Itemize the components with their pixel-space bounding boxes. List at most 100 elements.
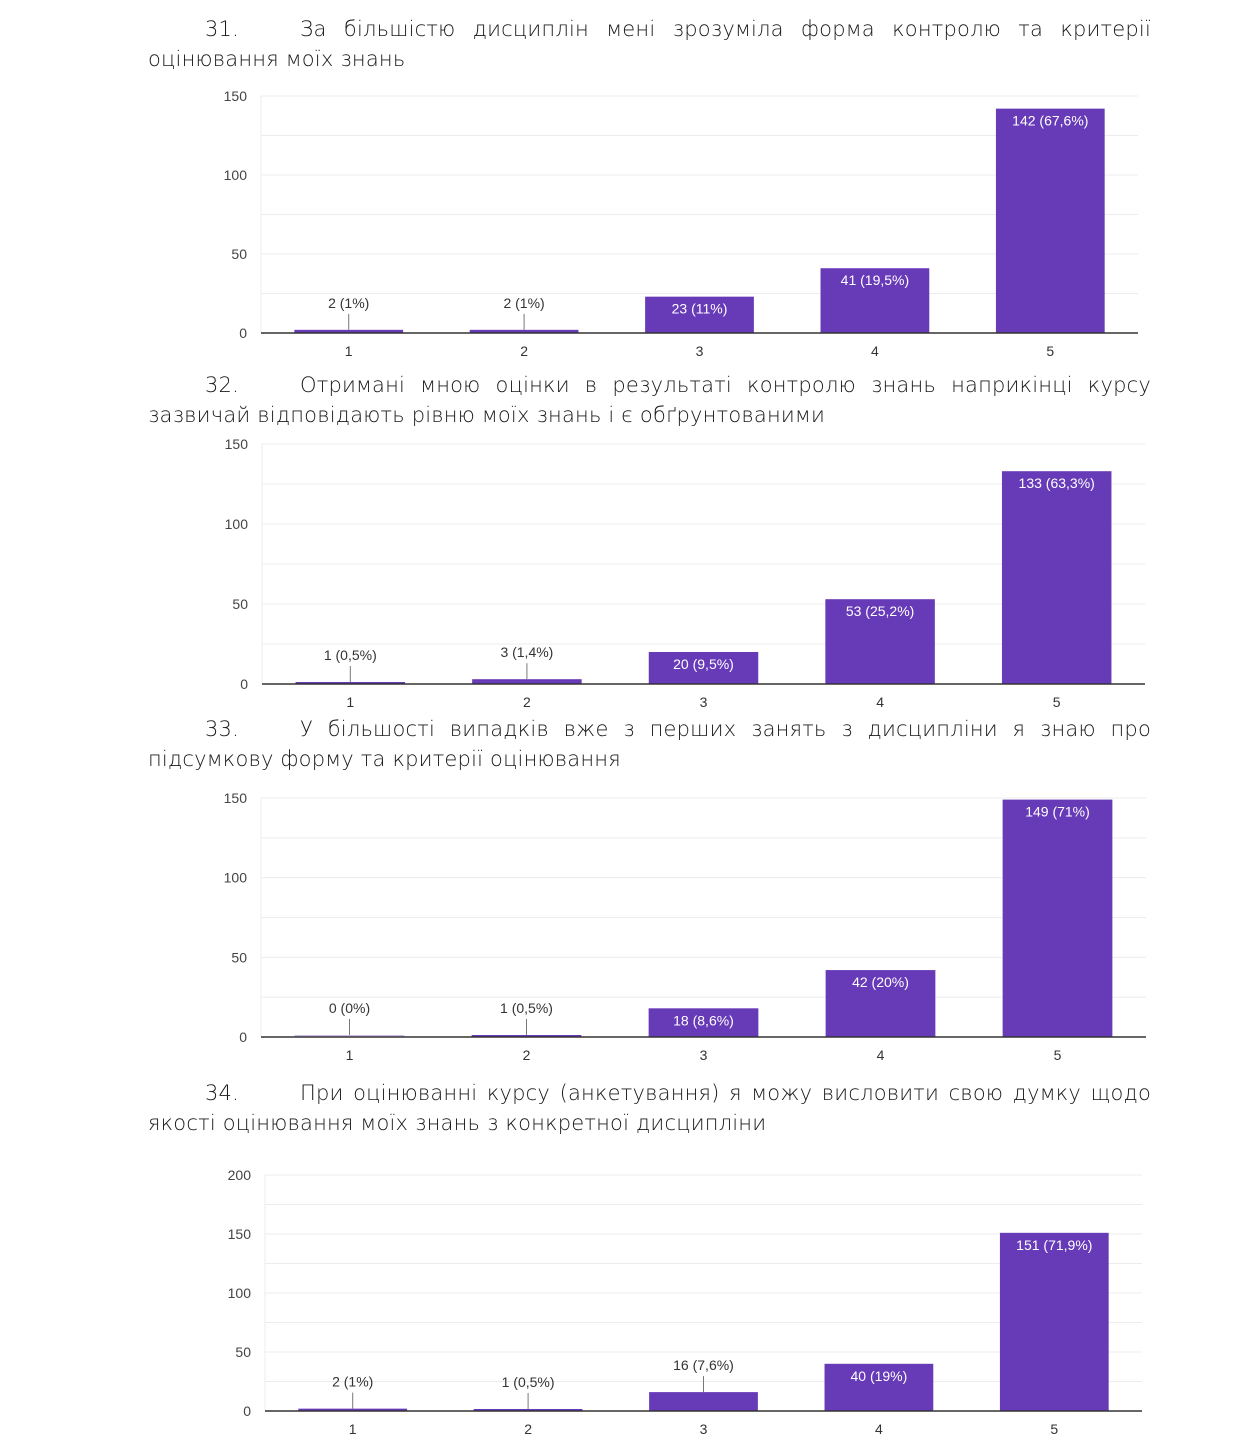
question-text-line-1: 32. Отримані мною оцінки в результаті кон… — [148, 370, 1151, 400]
question-33: 33. У більшості випадків вже з перших зан… — [148, 714, 1151, 774]
question-text-line-1: 31. За більшістю дисциплін мені зрозуміла… — [148, 14, 1151, 44]
x-tick-label: 3 — [700, 694, 708, 710]
y-tick-label: 100 — [224, 167, 248, 183]
data-label: 2 (1%) — [328, 295, 369, 311]
x-tick-label: 3 — [700, 1047, 708, 1063]
y-tick-label: 150 — [224, 790, 248, 806]
question-text-line-2: оцінювання моїх знань — [148, 47, 406, 71]
data-label: 53 (25,2%) — [846, 603, 914, 619]
data-label: 3 (1,4%) — [500, 644, 553, 660]
x-tick-label: 2 — [523, 1047, 531, 1063]
x-tick-label: 5 — [1050, 1421, 1058, 1437]
question-text: За більшістю дисциплін мені зрозуміла фо… — [300, 17, 1151, 41]
y-tick-label: 100 — [224, 870, 248, 886]
question-32: 32. Отримані мною оцінки в результаті кон… — [148, 370, 1151, 430]
bar-5 — [1002, 799, 1113, 1037]
bar-chart-31: 0 50 100 150 2 (1%) 1 2 (1%) 2 23 (11%) 3 41 (19,5… — [200, 84, 1160, 369]
data-label: 18 (8,6%) — [673, 1012, 734, 1028]
y-tick-label: 50 — [231, 246, 247, 262]
question-text: Отримані мною оцінки в результаті контро… — [300, 373, 1151, 397]
y-tick-label: 50 — [235, 1344, 251, 1360]
x-tick-label: 4 — [876, 694, 884, 710]
chart-svg: 0 50 100 150 0 (0%) 1 1 (0,5%) 2 18 (8,6%) 3 42 (2… — [224, 790, 1146, 1063]
x-tick-label: 4 — [871, 343, 879, 359]
x-tick-label: 2 — [520, 343, 528, 359]
data-label: 2 (1%) — [503, 295, 544, 311]
data-label: 16 (7,6%) — [673, 1357, 734, 1373]
y-tick-label: 100 — [225, 516, 249, 532]
x-tick-label: 4 — [875, 1421, 883, 1437]
data-label: 2 (1%) — [332, 1374, 373, 1390]
question-text-line-2: зазвичай відповідають рівню моїх знань і… — [148, 403, 825, 427]
chart-svg: 0 50 100 150 1 (0,5%) 1 3 (1,4%) 2 20 (9,5%) 3 53 … — [225, 436, 1145, 710]
y-tick-label: 0 — [239, 325, 247, 341]
bar-3 — [648, 1008, 759, 1037]
y-tick-label: 0 — [240, 676, 248, 692]
bar-5 — [999, 1232, 1109, 1411]
bar-3 — [645, 296, 754, 333]
bar-4 — [820, 268, 930, 333]
x-tick-label: 3 — [696, 343, 704, 359]
bar-1 — [298, 1408, 408, 1411]
question-number: 32. — [205, 373, 239, 397]
bar-chart-34: 0 50 100 150 200 2 (1%) 1 1 (0,5%) 2 16 (7,6%) 3 40… — [200, 1160, 1160, 1453]
y-tick-label: 200 — [228, 1167, 252, 1183]
data-label: 133 (63,3%) — [1019, 475, 1095, 491]
data-label: 42 (20%) — [852, 974, 909, 990]
x-tick-label: 1 — [345, 343, 353, 359]
bar-3 — [649, 1392, 758, 1411]
bar-1 — [295, 682, 406, 684]
data-label: 20 (9,5%) — [673, 656, 734, 672]
x-tick-label: 5 — [1046, 343, 1054, 359]
bar-4 — [825, 599, 935, 684]
question-number: 33. — [205, 717, 239, 741]
bar-5 — [995, 108, 1105, 333]
data-label: 1 (0,5%) — [324, 647, 377, 663]
question-34: 34. При оцінюванні курсу (анкетування) я … — [148, 1078, 1151, 1138]
data-label: 151 (71,9%) — [1016, 1237, 1092, 1253]
data-label: 1 (0,5%) — [500, 1000, 553, 1016]
question-text-line-1: 34. При оцінюванні курсу (анкетування) я … — [148, 1078, 1151, 1108]
question-31: 31. За більшістю дисциплін мені зрозуміла… — [148, 14, 1151, 74]
question-number: 34. — [205, 1081, 239, 1105]
data-label: 41 (19,5%) — [841, 272, 909, 288]
y-tick-label: 100 — [228, 1285, 252, 1301]
bar-2 — [472, 679, 582, 684]
y-tick-label: 50 — [232, 596, 248, 612]
data-label: 0 (0%) — [329, 1000, 370, 1016]
bar-2 — [469, 329, 579, 333]
bar-2 — [471, 1035, 582, 1037]
bar-5 — [1001, 471, 1112, 684]
x-tick-label: 1 — [346, 694, 354, 710]
bar-chart-33: 0 50 100 150 0 (0%) 1 1 (0,5%) 2 18 (8,6%) 3 42 (2… — [200, 785, 1160, 1070]
data-label: 142 (67,6%) — [1012, 113, 1088, 129]
bar-3 — [648, 652, 759, 684]
x-tick-label: 5 — [1053, 694, 1061, 710]
bar-1 — [294, 1035, 405, 1037]
x-tick-label: 2 — [523, 694, 531, 710]
question-text-line-1: 33. У більшості випадків вже з перших зан… — [148, 714, 1151, 744]
x-tick-label: 5 — [1054, 1047, 1062, 1063]
y-tick-label: 0 — [239, 1029, 247, 1045]
bar-2 — [473, 1409, 583, 1411]
y-tick-label: 0 — [243, 1403, 251, 1419]
bar-1 — [294, 329, 404, 333]
data-label: 23 (11%) — [672, 301, 728, 317]
x-tick-label: 1 — [349, 1421, 357, 1437]
y-tick-label: 150 — [228, 1226, 252, 1242]
y-tick-label: 150 — [224, 88, 248, 104]
x-tick-label: 2 — [524, 1421, 532, 1437]
data-label: 149 (71%) — [1025, 804, 1090, 820]
question-text-line-2: якості оцінювання моїх знань з конкретно… — [148, 1111, 767, 1135]
question-text-line-2: підсумкову форму та критерії оцінювання — [148, 747, 621, 771]
question-text: При оцінюванні курсу (анкетування) я мож… — [300, 1081, 1151, 1105]
y-tick-label: 50 — [231, 949, 247, 965]
question-text: У більшості випадків вже з перших занять… — [300, 717, 1151, 741]
bar-4 — [825, 970, 936, 1037]
bar-chart-32: 0 50 100 150 1 (0,5%) 1 3 (1,4%) 2 20 (9,5%) 3 53 … — [200, 432, 1160, 717]
data-label: 1 (0,5%) — [502, 1374, 555, 1390]
data-label: 40 (19%) — [850, 1368, 907, 1384]
bar-4 — [824, 1363, 934, 1411]
chart-svg: 0 50 100 150 2 (1%) 1 2 (1%) 2 23 (11%) 3 41 (19,5… — [224, 88, 1138, 359]
x-tick-label: 3 — [700, 1421, 708, 1437]
